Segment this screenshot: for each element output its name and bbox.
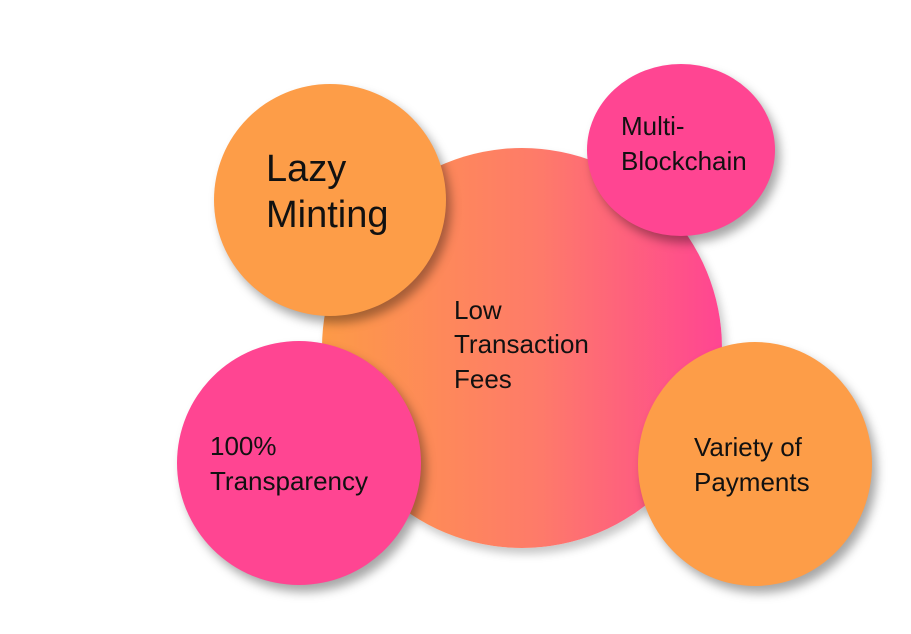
lazy-minting-label: Lazy Minting (266, 146, 389, 239)
label-line: 100% (210, 431, 277, 461)
label-line: Low (454, 295, 502, 325)
transparency-label: 100% Transparency (210, 429, 368, 499)
label-line: Blockchain (621, 146, 747, 177)
label-line: Payments (694, 467, 810, 498)
label-line: Transaction (454, 329, 589, 360)
label-line: Fees (454, 363, 512, 394)
variety-of-payments-circle: Variety of Payments (638, 342, 872, 586)
label-line: Variety of (694, 432, 802, 462)
variety-of-payments-label: Variety of Payments (694, 430, 810, 500)
label-line: Minting (266, 194, 389, 237)
transparency-circle: 100% Transparency (177, 341, 421, 585)
low-transaction-fees-label: Low Transaction Fees (454, 293, 589, 396)
label-line: Multi- (621, 111, 685, 141)
label-line: Transparency (210, 466, 368, 497)
multi-blockchain-label: Multi- Blockchain (621, 109, 747, 179)
label-line: Lazy (266, 148, 347, 190)
lazy-minting-circle: Lazy Minting (214, 84, 446, 316)
multi-blockchain-circle: Multi- Blockchain (587, 64, 775, 236)
